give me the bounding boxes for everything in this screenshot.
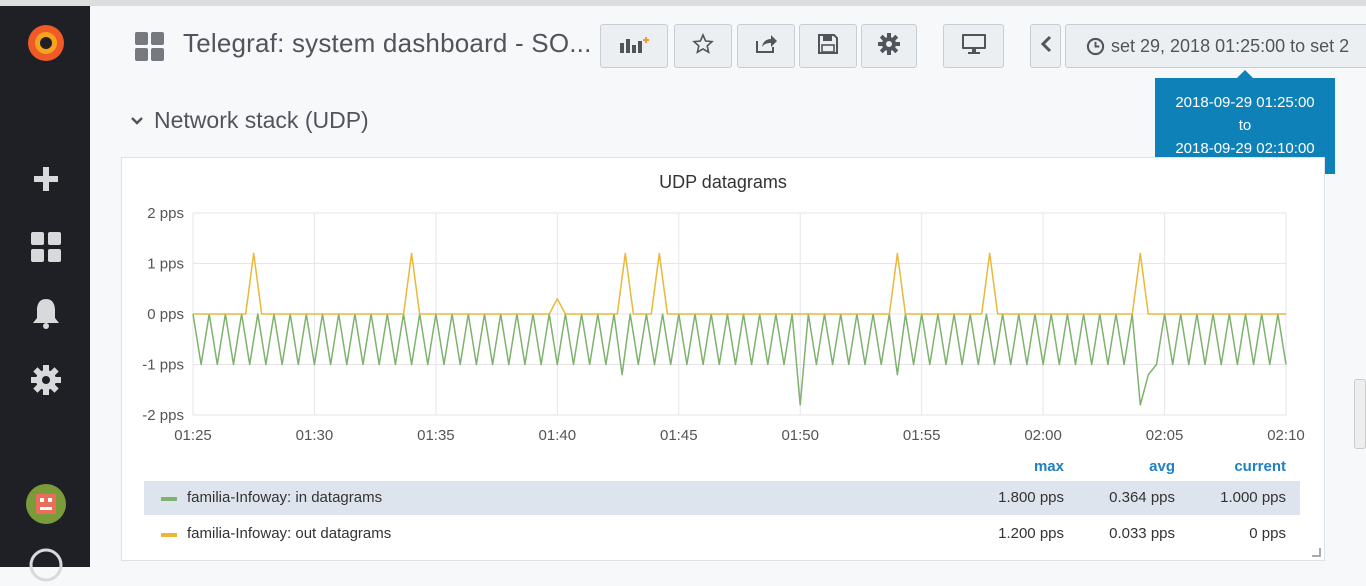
y-tick-label: 0 pps xyxy=(147,306,184,323)
time-back-button[interactable] xyxy=(1030,24,1061,68)
page-scrollbar[interactable] xyxy=(1354,379,1366,449)
legend-max-in: 1.800 pps xyxy=(998,489,1064,506)
help-icon[interactable] xyxy=(25,544,67,586)
x-tick-label: 01:25 xyxy=(174,427,212,444)
save-button[interactable] xyxy=(799,24,857,68)
star-button[interactable] xyxy=(674,24,732,68)
y-tick-label: 1 pps xyxy=(147,256,184,273)
time-picker-button[interactable]: set 29, 2018 01:25:00 to set 2 xyxy=(1065,24,1366,68)
plus-icon[interactable] xyxy=(25,158,67,200)
y-tick-label: 2 pps xyxy=(147,205,184,222)
tv-mode-button[interactable] xyxy=(943,24,1004,68)
series-line-in xyxy=(192,313,1287,406)
legend-name-in[interactable]: familia-Infoway: in datagrams xyxy=(187,489,383,506)
bell-icon[interactable] xyxy=(25,292,67,334)
tooltip-from: 2018-09-29 01:25:00 xyxy=(1175,94,1315,111)
legend-current-in: 1.000 pps xyxy=(1220,489,1286,506)
row-header[interactable]: Network stack (UDP) xyxy=(130,107,369,134)
x-tick-label: 01:30 xyxy=(296,427,334,444)
legend-current-out: 0 pps xyxy=(1249,525,1286,542)
x-tick-label: 01:55 xyxy=(903,427,941,444)
time-range-label: set 29, 2018 01:25:00 to set 2 xyxy=(1111,35,1350,56)
legend-row-out[interactable]: familia-Infoway: out datagrams 1.200 pps… xyxy=(144,517,1300,551)
panel-resize-handle[interactable] xyxy=(1312,548,1321,557)
y-tick-label: -2 pps xyxy=(142,407,184,424)
share-button[interactable] xyxy=(737,24,795,68)
tooltip-separator: to xyxy=(1238,117,1252,134)
panel-title[interactable]: UDP datagrams xyxy=(659,172,787,192)
udp-chart[interactable]: 2 pps 1 pps 0 pps -1 pps -2 pps 01:25 01:30 01:… xyxy=(122,158,1326,458)
chevron-left-icon xyxy=(1040,35,1052,58)
chevron-down-icon xyxy=(130,116,144,126)
star-icon xyxy=(692,32,714,60)
tooltip-to: 2018-09-29 02:10:00 xyxy=(1175,140,1315,157)
udp-datagrams-panel: UDP datagrams 2 pps 1 pps 0 pps -1 pps -2 pp… xyxy=(121,157,1325,561)
dashboard-grid-icon xyxy=(135,32,165,67)
x-tick-label: 01:40 xyxy=(539,427,577,444)
legend-name-out[interactable]: familia-Infoway: out datagrams xyxy=(187,525,392,542)
browser-top-edge xyxy=(0,0,1366,6)
y-tick-label: -1 pps xyxy=(142,357,184,374)
legend-swatch-in xyxy=(161,497,177,501)
dashboard-main: Telegraf: system dashboard - SO... xyxy=(90,6,1366,567)
dashboards-icon[interactable] xyxy=(25,226,67,268)
x-tick-label: 01:35 xyxy=(417,427,455,444)
clock-icon xyxy=(1086,37,1105,56)
x-tick-label: 02:05 xyxy=(1146,427,1184,444)
cog-icon xyxy=(878,32,900,60)
avatar[interactable] xyxy=(25,483,67,525)
row-title: Network stack (UDP) xyxy=(154,107,369,133)
gear-icon[interactable] xyxy=(25,359,67,401)
tv-icon xyxy=(961,33,987,60)
x-tick-label: 02:10 xyxy=(1267,427,1305,444)
legend-avg-out: 0.033 pps xyxy=(1109,525,1175,542)
legend-row-in[interactable]: familia-Infoway: in datagrams 1.800 pps … xyxy=(144,481,1300,515)
x-tick-label: 01:45 xyxy=(660,427,698,444)
share-icon xyxy=(754,33,778,60)
series-line-out xyxy=(193,252,1286,315)
x-tick-label: 01:50 xyxy=(781,427,819,444)
x-tick-label: 02:00 xyxy=(1024,427,1062,444)
legend-swatch-out xyxy=(161,533,177,537)
sidebar xyxy=(0,6,90,582)
page-title[interactable]: Telegraf: system dashboard - SO... xyxy=(183,28,592,58)
grafana-logo-icon[interactable] xyxy=(25,22,67,64)
legend-header-max[interactable]: max xyxy=(1033,458,1064,475)
settings-button[interactable] xyxy=(861,24,917,68)
legend-max-out: 1.200 pps xyxy=(998,525,1064,542)
add-panel-button[interactable] xyxy=(600,24,668,68)
legend-header-current[interactable]: current xyxy=(1234,458,1286,475)
legend-header-avg[interactable]: avg xyxy=(1149,458,1175,475)
legend-avg-in: 0.364 pps xyxy=(1109,489,1175,506)
add-panel-icon xyxy=(619,33,649,60)
save-icon xyxy=(817,33,839,60)
